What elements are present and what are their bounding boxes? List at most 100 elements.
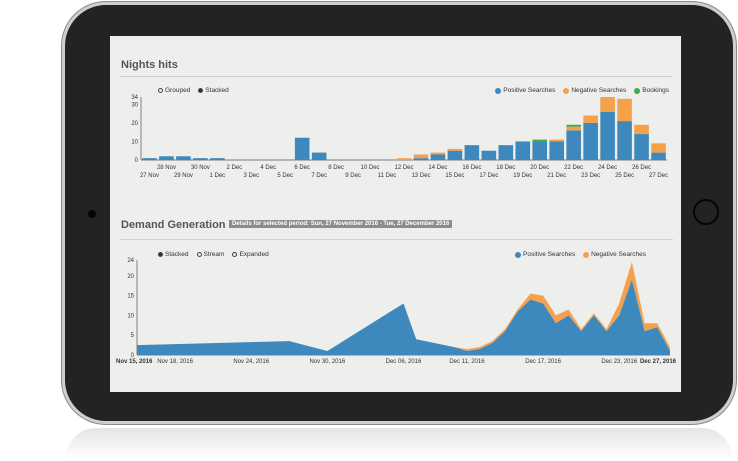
demand-option-expanded[interactable]: Expanded [232, 251, 269, 258]
area-positive-searches [137, 279, 670, 355]
area-x-tick-label: Dec 11, 2016 [449, 359, 485, 365]
selected-period-badge: Details for selected period: Sun, 27 Nov… [229, 220, 453, 228]
bar-x-tick-label: 8 Dec [328, 165, 344, 171]
bar-positive [142, 158, 157, 160]
bar-positive [651, 152, 666, 160]
dashboard-screen: Nights hits Grouped Stacked Positive Sea… [110, 36, 681, 392]
bar-negative [447, 148, 463, 151]
legend-item-negative[interactable]: Negative Searches [563, 87, 626, 94]
demand-mode-controls: Stacked Stream Expanded [158, 251, 269, 258]
home-button[interactable] [693, 199, 719, 225]
bar-x-tick-label: 23 Dec [581, 173, 600, 179]
bar-positive [176, 156, 191, 160]
demand-option-expanded-label: Expanded [239, 251, 269, 258]
bar-y-tick-label: 20 [131, 121, 138, 127]
demand-legend-dot-negative-icon [583, 251, 590, 258]
demand-option-stream[interactable]: Stream [196, 251, 225, 258]
legend-dot-bookings-icon [634, 87, 641, 94]
legend-item-bookings[interactable]: Bookings [634, 87, 669, 94]
area-x-tick-label: Nov 24, 2016 [233, 359, 269, 365]
area-x-tick-label: Nov 18, 2016 [157, 359, 193, 365]
bar-positive [481, 150, 497, 160]
nights-hits-legend: Positive Searches Negative Searches Book… [495, 87, 669, 94]
radio-demand-stream-icon [196, 252, 202, 257]
bar-positive [311, 152, 327, 160]
mode-option-stacked-label: Stacked [205, 87, 229, 94]
bar-x-tick-label: 19 Dec [513, 173, 532, 179]
bar-x-tick-label: 24 Dec [598, 165, 617, 171]
bar-positive [413, 158, 429, 160]
bar-x-tick-label: 11 Dec [378, 173, 397, 179]
radio-stacked-icon [198, 88, 204, 93]
bar-x-tick-label: 4 Dec [260, 165, 276, 171]
bar-x-tick-label: 7 Dec [311, 173, 327, 179]
bar-x-tick-label: 21 Dec [547, 173, 566, 179]
legend-label-negative: Negative Searches [571, 87, 627, 94]
bar-negative [430, 152, 446, 155]
bar-negative [651, 143, 666, 153]
area-x-tick-label: Dec 23, 2016 [601, 359, 637, 365]
demand-legend-item-negative[interactable]: Negative Searches [583, 251, 646, 258]
bar-negative [583, 115, 598, 123]
bar-negative [413, 154, 429, 159]
demand-legend-dot-positive-icon [515, 251, 522, 258]
legend-dot-positive-icon [495, 87, 502, 94]
bar-positive [464, 145, 480, 160]
demand-legend-label-negative: Negative Searches [591, 251, 646, 258]
bar-positive [617, 121, 632, 160]
bar-x-tick-label: 2 Dec [226, 165, 242, 171]
bar-positive [583, 122, 598, 160]
bar-negative [600, 97, 615, 112]
legend-label-bookings: Bookings [642, 87, 669, 94]
legend-dot-negative-icon [563, 87, 570, 94]
demand-legend-label-positive: Positive Searches [523, 251, 576, 258]
bar-negative [549, 139, 565, 142]
bar-x-tick-label: 12 Dec [394, 165, 413, 171]
area-x-tick-label: Nov 30, 2016 [310, 359, 346, 365]
area-y-tick-label: 10 [127, 313, 134, 319]
nights-hits-title: Nights hits [121, 59, 178, 71]
bar-positive [159, 156, 174, 160]
demand-option-stacked[interactable]: Stacked [158, 251, 189, 258]
bar-y-tick-label: 30 [131, 102, 138, 108]
nights-hits-divider [120, 76, 673, 77]
bar-negative [566, 126, 581, 131]
bar-x-tick-label: 26 Dec [632, 165, 651, 171]
mode-option-stacked[interactable]: Stacked [198, 87, 229, 94]
bar-x-tick-label: 22 Dec [564, 165, 583, 171]
bar-positive [566, 130, 581, 160]
bar-x-tick-label: 3 Dec [243, 173, 259, 179]
radio-demand-stacked-icon [158, 252, 163, 257]
bar-positive [210, 158, 225, 160]
bar-x-tick-label: 27 Dec [649, 173, 668, 179]
tablet-reflection [66, 428, 732, 458]
bar-positive [498, 145, 514, 160]
area-y-tick-label: 15 [127, 294, 134, 300]
legend-item-positive[interactable]: Positive Searches [495, 87, 555, 94]
bar-x-tick-label: 14 Dec [428, 165, 447, 171]
demand-option-stream-label: Stream [203, 251, 225, 258]
bar-x-tick-label: 20 Dec [530, 165, 549, 171]
bar-x-tick-label: 15 Dec [445, 173, 464, 179]
camera-icon [88, 210, 96, 218]
bar-y-tick-label: 10 [131, 139, 138, 145]
bar-y-tick-label: 34 [131, 95, 138, 101]
bar-positive [193, 158, 208, 160]
mode-option-grouped[interactable]: Grouped [158, 87, 190, 94]
bar-positive [294, 137, 310, 160]
demand-legend-item-positive[interactable]: Positive Searches [515, 251, 575, 258]
bar-x-tick-label: 10 Dec [361, 165, 380, 171]
bar-x-tick-label: 30 Nov [191, 165, 210, 171]
bar-x-tick-label: 28 Nov [157, 165, 176, 171]
bar-x-tick-label: 6 Dec [294, 165, 310, 171]
bar-x-tick-label: 17 Dec [479, 173, 498, 179]
area-x-tick-label: Dec 17, 2016 [525, 359, 561, 365]
bar-positive [549, 141, 565, 160]
area-x-tick-label: Dec 27, 2016 [640, 359, 677, 365]
bar-y-tick-label: 0 [135, 158, 139, 164]
bar-positive [447, 150, 463, 160]
bar-positive [430, 154, 446, 160]
